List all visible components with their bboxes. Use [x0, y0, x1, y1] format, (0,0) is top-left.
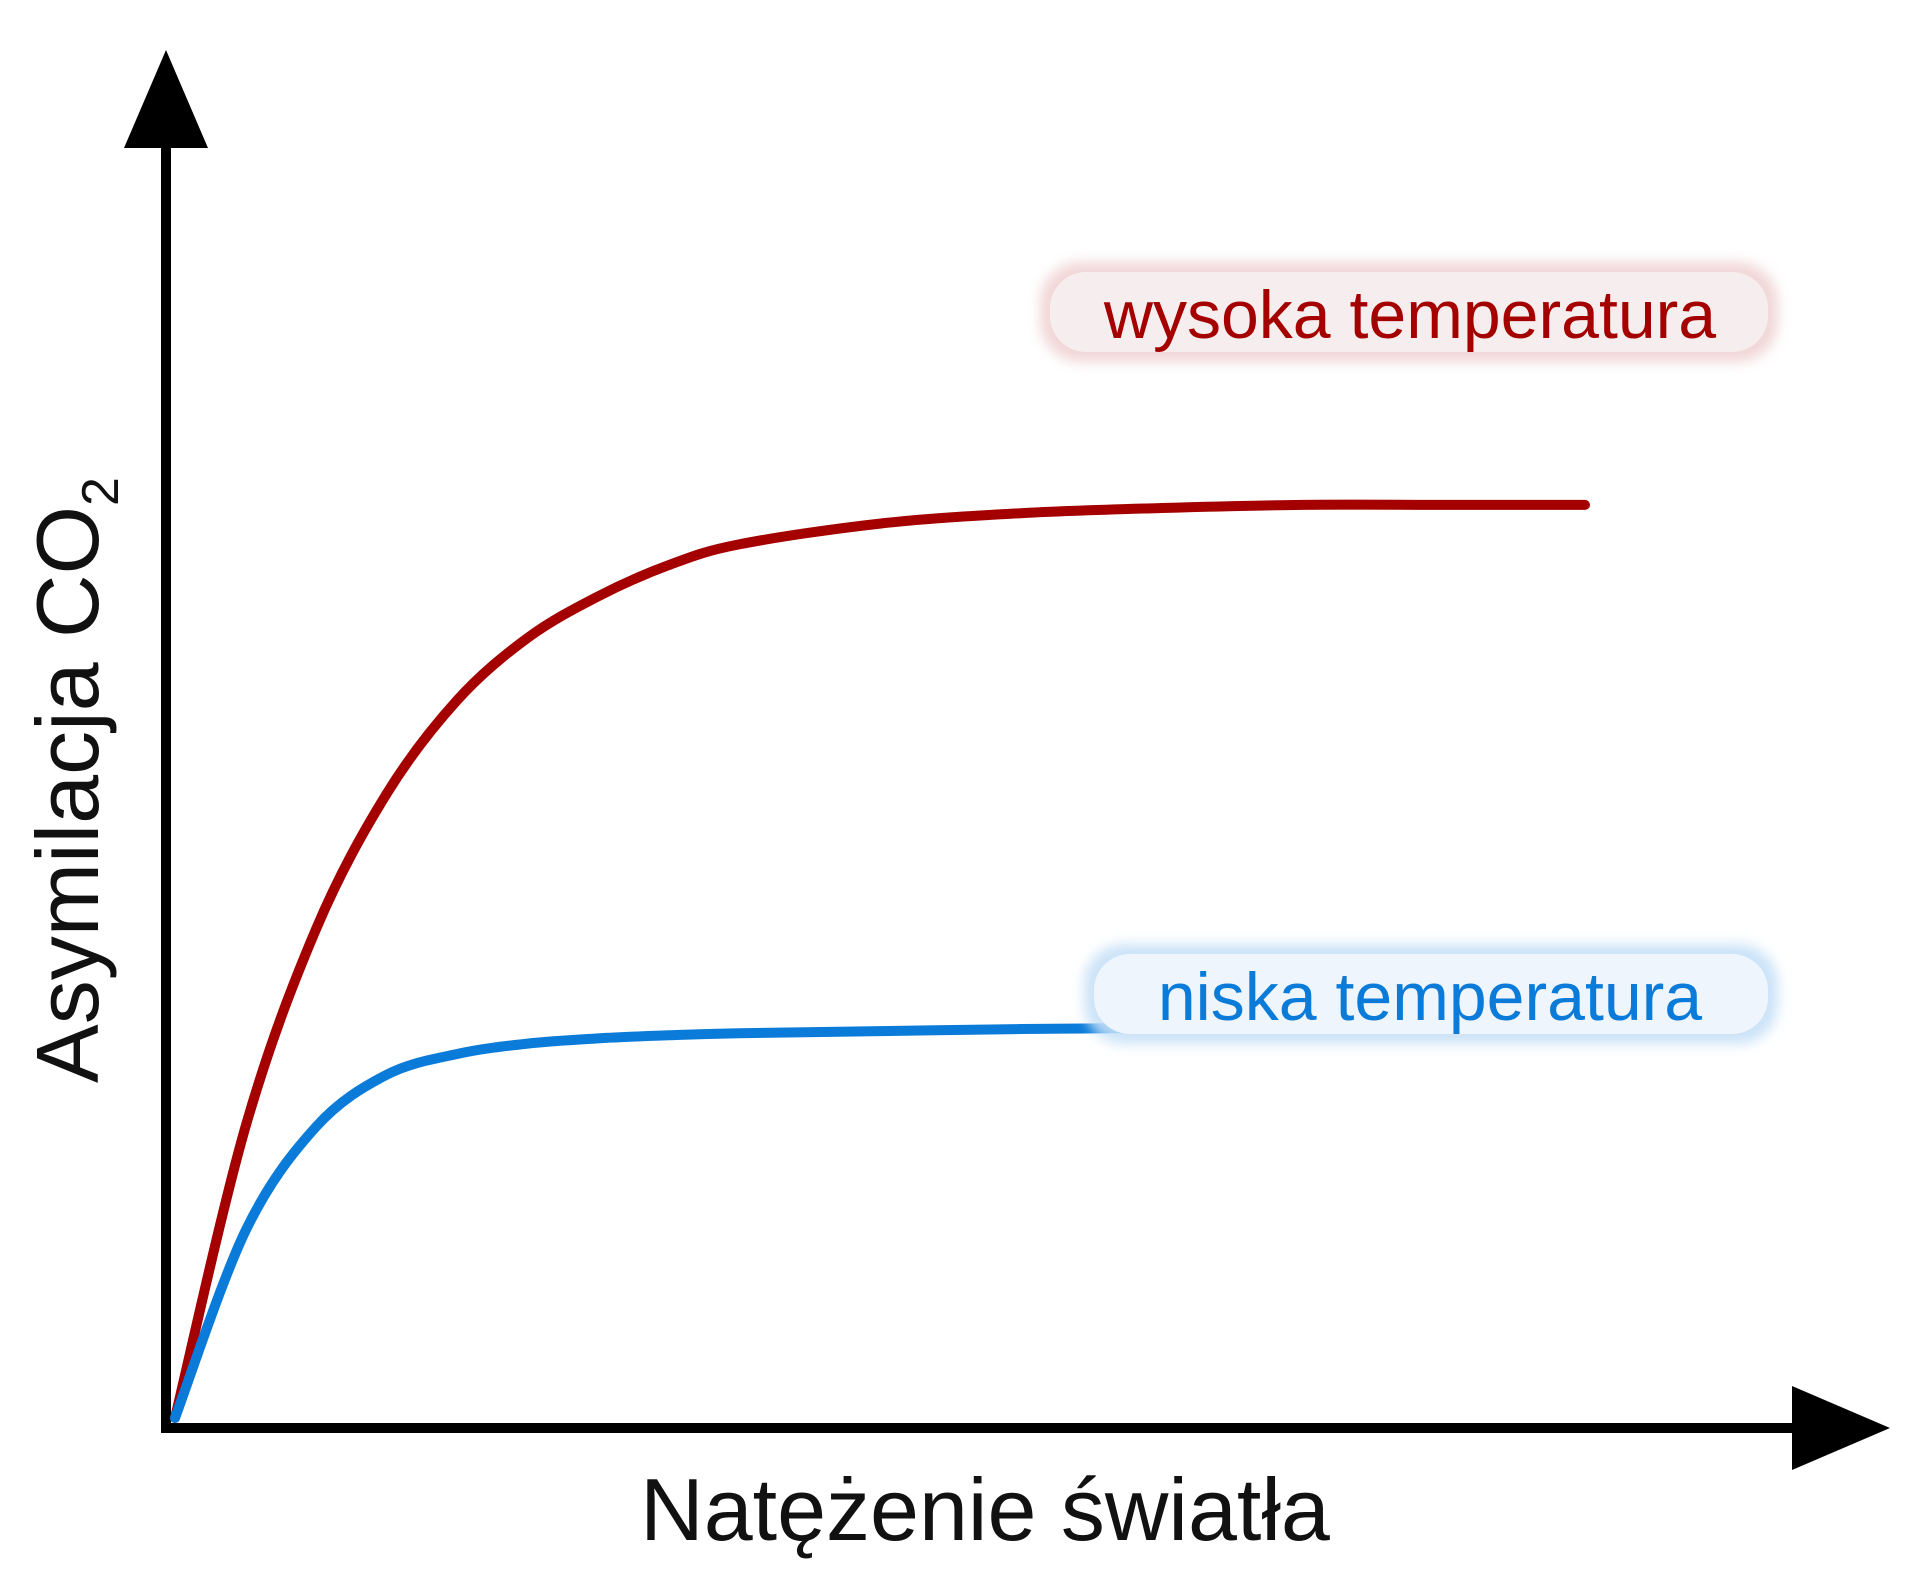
y-axis-label: Asymilacja CO2 [18, 477, 130, 1083]
x-axis-label: Natężenie światła [640, 1460, 1330, 1559]
series-label-inner-blue [1094, 954, 1768, 1034]
x-axis-arrow [1792, 1386, 1890, 1470]
series-label-high-temp: wysoka temperatura [1103, 277, 1716, 353]
series-line-1 [170, 1021, 1590, 1423]
series-label-low-temp: niska temperatura [1158, 959, 1702, 1035]
y-axis-label-sub: 2 [72, 477, 130, 506]
series-line-0 [170, 499, 1590, 1423]
y-axis-label-main: Asymilacja CO [18, 506, 117, 1083]
series-label-inner-red [1050, 272, 1768, 352]
y-axis-label-group: Asymilacja CO2 [18, 477, 130, 1083]
y-axis-arrow [124, 50, 208, 148]
